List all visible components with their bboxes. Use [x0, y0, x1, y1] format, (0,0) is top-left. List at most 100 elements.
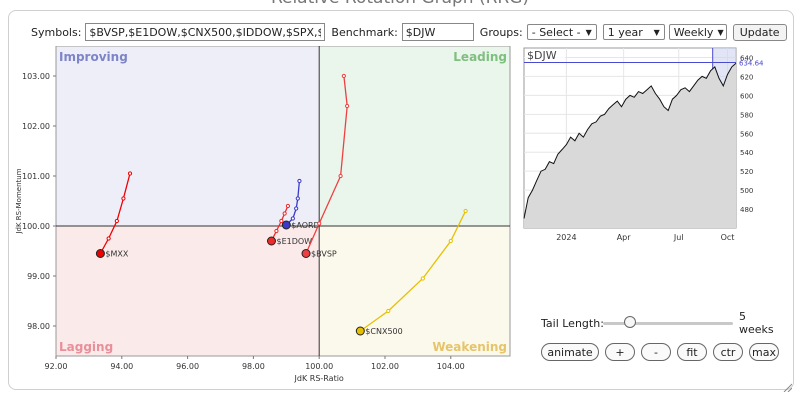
- x-tick-label: 98.00: [242, 362, 265, 371]
- view-controls: animate + - fit ctr max: [541, 343, 779, 361]
- y-tick-label: 103.00: [22, 72, 50, 81]
- tail-point-bvsp: [338, 173, 343, 179]
- frequency-select[interactable]: Weekly ▼: [668, 24, 727, 40]
- fit-button[interactable]: fit: [677, 343, 707, 361]
- tail-point-cnx500: [463, 208, 468, 214]
- quadrant-label-leading: Leading: [453, 50, 507, 64]
- period-select-value: 1 year: [607, 25, 643, 39]
- zoom-out-button[interactable]: -: [641, 343, 671, 361]
- toolbar: Symbols: Benchmark: Groups: - Select - ▼…: [31, 22, 787, 42]
- benchmark-title-bg: [525, 49, 565, 62]
- symbols-label: Symbols:: [31, 25, 82, 39]
- head-point-bvsp: [301, 249, 311, 258]
- tail-point-mxx: [121, 196, 126, 201]
- plot-frame: [55, 46, 511, 357]
- zoom-in-button[interactable]: +: [605, 343, 635, 361]
- benchmark-chart: 480 500 520 540 560 580 600 620 640 2024 Apr Jul Oct…: [523, 47, 764, 242]
- leading-quadrant: [319, 46, 510, 226]
- benchmark-y-tick-label: 520: [740, 168, 753, 176]
- x-axis-label: JdK RS-Ratio: [294, 374, 344, 383]
- benchmark-line: [523, 62, 737, 219]
- x-tick-label: 104.00: [437, 362, 465, 371]
- tail-length-slider[interactable]: [603, 322, 733, 325]
- quadrant-label-weakening: Weakening: [432, 340, 507, 354]
- tail-point-mxx: [106, 236, 111, 241]
- quadrant-label-lagging: Lagging: [59, 340, 113, 354]
- benchmark-input[interactable]: [401, 23, 474, 41]
- benchmark-x-tick-label: Apr: [617, 233, 632, 242]
- chevron-down-icon: ▼: [653, 27, 660, 37]
- tail-point-aord: [294, 206, 299, 211]
- x-tick-label: 96.00: [176, 362, 199, 371]
- improving-quadrant: [56, 46, 320, 226]
- y-tick-label: 102.00: [22, 122, 50, 131]
- rrg-chart[interactable]: Improving Leading Lagging Weakening 92.00 94.…: [14, 46, 514, 386]
- benchmark-x-tick-label: Oct: [721, 233, 735, 242]
- tail-point-bvsp: [317, 221, 322, 226]
- tail-point-mxx: [114, 218, 119, 224]
- series-label-e1dow: $E1DOW: [276, 237, 312, 246]
- y-axis-label: JdK RS-Momentum: [15, 168, 23, 234]
- tail-point-bvsp: [341, 73, 346, 79]
- x-tick-label: 94.00: [110, 362, 133, 371]
- benchmark-x-tick-label: Jul: [673, 233, 684, 242]
- frequency-select-value: Weekly: [673, 25, 714, 39]
- series-label-aord: $AORD: [291, 221, 319, 230]
- weakening-quadrant: [319, 226, 510, 356]
- tail-length-control: Tail Length: 5 weeks: [541, 310, 781, 336]
- groups-label: Groups:: [479, 25, 523, 39]
- tail-point-e1dow: [274, 228, 279, 234]
- chevron-down-icon: ▼: [717, 27, 724, 37]
- benchmark-y-tick-label: 500: [740, 187, 753, 195]
- quadrant-label-improving: Improving: [59, 50, 128, 64]
- benchmark-y-tick-label: 640: [740, 54, 753, 62]
- tail-point-aord: [295, 196, 300, 201]
- benchmark-y-tick-label: 540: [740, 149, 753, 157]
- series-label-bvsp: $BVSP: [311, 250, 337, 259]
- tail-point-e1dow: [285, 203, 291, 209]
- tail-length-slider-thumb[interactable]: [623, 316, 636, 328]
- tail-length-value: 5 weeks: [739, 310, 774, 336]
- benchmark-title: $DJW: [527, 49, 557, 62]
- tail-point-mxx: [127, 171, 133, 176]
- y-tick-label: 101.00: [22, 172, 50, 181]
- benchmark-y-tick-label: 560: [740, 130, 753, 138]
- lagging-quadrant: [56, 226, 320, 356]
- x-tick-label: 92.00: [45, 362, 68, 371]
- benchmark-y-tick-label: 480: [740, 206, 753, 214]
- head-point-mxx: [95, 249, 105, 258]
- symbols-input[interactable]: [85, 23, 326, 41]
- benchmark-y-tick-label: 580: [740, 111, 753, 119]
- tail-point-e1dow: [279, 218, 284, 224]
- last-value-label: 634.64: [739, 60, 764, 68]
- benchmark-y-tick-label: 620: [740, 73, 753, 81]
- head-point-e1dow: [266, 236, 276, 246]
- update-button[interactable]: Update: [732, 23, 787, 41]
- tail-point-cnx500: [420, 276, 425, 281]
- tail-point-e1dow: [282, 211, 287, 216]
- head-point-aord: [281, 220, 291, 230]
- series-label-cnx500: $CNX500: [365, 327, 402, 336]
- groups-select[interactable]: - Select - ▼: [526, 24, 597, 40]
- tail-point-cnx500: [386, 308, 391, 314]
- max-button[interactable]: max: [749, 343, 779, 361]
- benchmark-x-tick-label: 2024: [556, 233, 576, 242]
- animate-button[interactable]: animate: [541, 343, 599, 361]
- series-label-mxx: $MXX: [105, 250, 128, 259]
- y-tick-label: 100.00: [22, 222, 50, 231]
- benchmark-area: [524, 63, 736, 229]
- resize-grip-icon[interactable]: [782, 382, 792, 392]
- x-tick-label: 100.00: [305, 362, 333, 371]
- tail-point-aord: [290, 216, 295, 221]
- groups-select-value: - Select -: [531, 25, 581, 39]
- benchmark-label: Benchmark:: [331, 25, 398, 39]
- tail-point-cnx500: [448, 238, 453, 244]
- x-tick-label: 102.00: [371, 362, 399, 371]
- benchmark-y-tick-label: 600: [740, 92, 753, 100]
- tail-length-label: Tail Length:: [541, 316, 604, 330]
- tail-point-bvsp: [345, 103, 350, 109]
- center-button[interactable]: ctr: [713, 343, 743, 361]
- period-select[interactable]: 1 year ▼: [602, 24, 665, 40]
- page-title: Relative Rotation Graph (RRG): [0, 0, 800, 8]
- tail-point-aord: [297, 178, 302, 184]
